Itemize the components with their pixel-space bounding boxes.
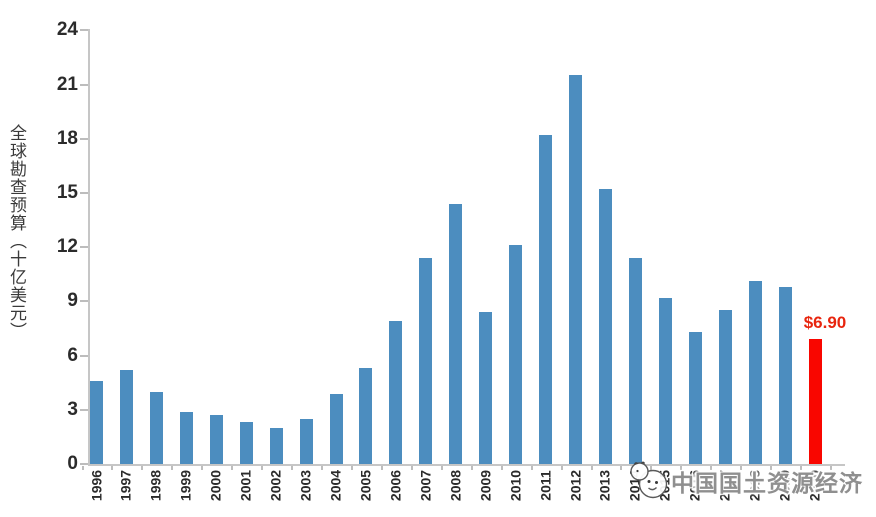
watermark-text: 中国国土资源经济	[671, 471, 863, 496]
bar-2015	[659, 298, 672, 464]
y-axis-tick	[80, 409, 88, 411]
bar-2018	[749, 281, 762, 464]
x-axis-tick	[231, 466, 233, 470]
watermark-logo-icon	[630, 461, 668, 499]
x-axis-tick	[740, 466, 742, 470]
x-axis-label-1996: 1996	[88, 469, 105, 502]
bar-2014	[629, 258, 642, 464]
x-axis-label-1999: 1999	[177, 469, 194, 502]
x-axis-label-2006: 2006	[387, 469, 404, 502]
x-axis-tick	[411, 466, 413, 470]
bar-2003	[300, 419, 313, 464]
y-axis-title: 全球勘查预算（十亿美元）	[7, 124, 26, 340]
y-axis-tick-label: 12	[56, 236, 78, 257]
x-axis-label-2003: 2003	[297, 469, 314, 502]
bar-2001	[240, 422, 253, 464]
y-axis-line	[88, 29, 90, 466]
x-axis-tick	[591, 466, 593, 470]
bar-2002	[270, 428, 283, 464]
bar-2010	[509, 245, 522, 464]
x-axis-label-2005: 2005	[357, 469, 374, 502]
bar-2006	[389, 321, 402, 464]
x-axis-tick	[82, 466, 84, 470]
y-axis-tick	[80, 300, 88, 302]
x-axis-label-2007: 2007	[417, 469, 434, 502]
x-axis-tick	[471, 466, 473, 470]
x-axis-label-1998: 1998	[147, 469, 164, 502]
bar-2016	[689, 332, 702, 464]
x-axis-label-2001: 2001	[237, 469, 254, 502]
x-axis-label-2009: 2009	[477, 469, 494, 502]
y-axis-tick-label: 0	[67, 453, 78, 474]
x-axis-tick	[111, 466, 113, 470]
x-axis-tick	[680, 466, 682, 470]
bar-1999	[180, 412, 193, 464]
x-axis-label-2002: 2002	[267, 469, 284, 502]
x-axis-tick	[201, 466, 203, 470]
x-axis-tick	[830, 466, 832, 470]
x-axis-tick	[501, 466, 503, 470]
x-axis-tick	[381, 466, 383, 470]
x-axis-tick	[141, 466, 143, 470]
x-axis-tick	[650, 466, 652, 470]
x-axis-label-2010: 2010	[507, 469, 524, 502]
x-axis-tick	[770, 466, 772, 470]
y-axis-tick-label: 21	[56, 74, 78, 95]
x-axis-label-2008: 2008	[447, 469, 464, 502]
bar-2004	[330, 394, 343, 464]
bar-2005	[359, 368, 372, 464]
x-axis-tick	[441, 466, 443, 470]
y-axis-tick	[80, 138, 88, 140]
watermark: 中国国土资源经济	[626, 458, 863, 504]
y-axis-tick	[80, 355, 88, 357]
x-axis-label-2011: 2011	[537, 470, 554, 501]
y-axis-tick	[80, 463, 88, 465]
x-axis-label-2012: 2012	[567, 469, 584, 502]
bar-2013	[599, 189, 612, 464]
y-axis-tick-label: 9	[67, 290, 78, 311]
bar-2011	[539, 135, 552, 464]
bar-highlight-2020	[809, 339, 822, 464]
bar-2012	[569, 75, 582, 464]
bar-1997	[120, 370, 133, 464]
bar-2007	[419, 258, 432, 464]
x-axis-tick	[351, 466, 353, 470]
x-axis-tick	[171, 466, 173, 470]
x-axis-label-2004: 2004	[327, 469, 344, 502]
y-axis-tick	[80, 84, 88, 86]
bar-2019	[779, 287, 792, 464]
x-axis-tick	[261, 466, 263, 470]
x-axis-tick	[710, 466, 712, 470]
x-axis-tick	[321, 466, 323, 470]
x-axis-tick	[800, 466, 802, 470]
bar-2000	[210, 415, 223, 464]
y-axis-tick-label: 15	[56, 182, 78, 203]
bar-2008	[449, 204, 462, 464]
x-axis-tick	[291, 466, 293, 470]
x-axis-tick	[561, 466, 563, 470]
y-axis-tick-label: 18	[56, 128, 78, 149]
y-axis-tick	[80, 246, 88, 248]
x-axis-label-2000: 2000	[207, 469, 224, 502]
x-axis-label-2013: 2013	[596, 469, 613, 502]
y-axis-tick	[80, 29, 88, 31]
bar-2009	[479, 312, 492, 464]
x-axis-tick	[531, 466, 533, 470]
y-axis-tick-label: 6	[67, 345, 78, 366]
x-axis-line	[88, 464, 845, 466]
bar-1996	[90, 381, 103, 464]
bar-1998	[150, 392, 163, 464]
y-axis-tick-label: 3	[67, 399, 78, 420]
x-axis-tick	[620, 466, 622, 470]
highlight-value-label: $6.90	[803, 313, 847, 332]
x-axis-label-1997: 1997	[117, 469, 134, 502]
y-axis-tick	[80, 192, 88, 194]
y-axis-tick-label: 24	[56, 19, 78, 40]
bar-2017	[719, 310, 732, 464]
